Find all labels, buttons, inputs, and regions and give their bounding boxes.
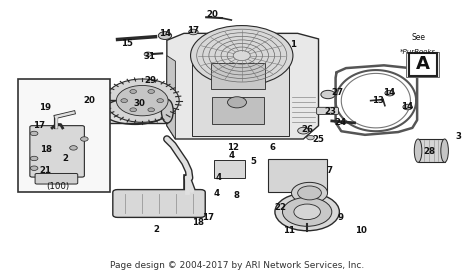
Circle shape bbox=[298, 127, 309, 134]
Text: 13: 13 bbox=[372, 96, 384, 105]
FancyBboxPatch shape bbox=[113, 190, 205, 217]
Circle shape bbox=[292, 182, 328, 203]
FancyBboxPatch shape bbox=[103, 99, 167, 123]
FancyBboxPatch shape bbox=[192, 50, 289, 136]
Text: See: See bbox=[411, 33, 425, 42]
FancyBboxPatch shape bbox=[268, 159, 327, 192]
Text: 26: 26 bbox=[301, 125, 313, 134]
Circle shape bbox=[191, 26, 293, 86]
Circle shape bbox=[294, 204, 320, 220]
Text: 24: 24 bbox=[334, 118, 346, 127]
Text: 31: 31 bbox=[143, 52, 155, 61]
Circle shape bbox=[130, 108, 137, 112]
Text: 21: 21 bbox=[39, 166, 51, 175]
Text: 14: 14 bbox=[383, 88, 395, 97]
Circle shape bbox=[298, 186, 321, 200]
FancyBboxPatch shape bbox=[30, 126, 84, 177]
Ellipse shape bbox=[441, 139, 448, 162]
Text: 11: 11 bbox=[283, 226, 295, 235]
Polygon shape bbox=[167, 56, 175, 139]
Text: 6: 6 bbox=[270, 143, 275, 152]
Circle shape bbox=[30, 166, 38, 170]
Text: Page design © 2004-2017 by ARI Network Services, Inc.: Page design © 2004-2017 by ARI Network S… bbox=[110, 261, 364, 270]
Text: 14: 14 bbox=[159, 29, 171, 38]
Circle shape bbox=[148, 108, 155, 112]
Circle shape bbox=[321, 90, 335, 99]
FancyBboxPatch shape bbox=[406, 52, 439, 77]
Text: 14: 14 bbox=[401, 102, 413, 111]
Circle shape bbox=[30, 131, 38, 136]
Text: 19: 19 bbox=[39, 103, 51, 112]
Text: 27: 27 bbox=[331, 88, 344, 97]
Circle shape bbox=[130, 90, 137, 93]
Text: 15: 15 bbox=[121, 39, 133, 48]
Text: 12: 12 bbox=[227, 143, 239, 152]
Circle shape bbox=[307, 135, 314, 140]
FancyBboxPatch shape bbox=[18, 79, 110, 192]
Text: 22: 22 bbox=[274, 203, 287, 212]
Text: 8: 8 bbox=[234, 191, 240, 200]
Circle shape bbox=[275, 193, 339, 231]
Circle shape bbox=[283, 197, 332, 226]
Text: 25: 25 bbox=[312, 135, 325, 144]
Text: 1: 1 bbox=[290, 40, 296, 49]
Text: 2: 2 bbox=[154, 225, 159, 234]
Text: 18: 18 bbox=[40, 145, 53, 154]
Text: 3: 3 bbox=[456, 132, 462, 141]
Text: 4: 4 bbox=[214, 189, 220, 198]
Circle shape bbox=[105, 79, 179, 122]
Text: 5: 5 bbox=[251, 157, 256, 166]
Text: 29: 29 bbox=[145, 76, 157, 85]
Text: 4: 4 bbox=[216, 173, 222, 182]
Text: 17: 17 bbox=[187, 26, 200, 34]
Circle shape bbox=[403, 104, 412, 110]
Text: 18: 18 bbox=[192, 219, 204, 227]
Circle shape bbox=[121, 99, 128, 103]
Circle shape bbox=[70, 146, 77, 150]
FancyBboxPatch shape bbox=[409, 53, 437, 76]
Circle shape bbox=[158, 32, 172, 39]
Text: 20: 20 bbox=[83, 96, 95, 105]
FancyBboxPatch shape bbox=[317, 107, 338, 115]
Circle shape bbox=[189, 29, 198, 35]
Polygon shape bbox=[167, 33, 319, 139]
FancyBboxPatch shape bbox=[212, 97, 264, 124]
Circle shape bbox=[157, 99, 164, 103]
Circle shape bbox=[81, 137, 88, 141]
Circle shape bbox=[30, 156, 38, 161]
Ellipse shape bbox=[98, 100, 109, 123]
Circle shape bbox=[116, 85, 168, 116]
Text: 30: 30 bbox=[134, 99, 146, 108]
Text: 9: 9 bbox=[337, 213, 343, 222]
Text: 2: 2 bbox=[63, 154, 68, 163]
Text: *PurBooks: *PurBooks bbox=[400, 49, 436, 55]
FancyBboxPatch shape bbox=[211, 63, 265, 89]
Text: A: A bbox=[416, 56, 430, 73]
Text: 20: 20 bbox=[206, 10, 219, 19]
Text: 23: 23 bbox=[325, 107, 337, 116]
Text: 17: 17 bbox=[33, 121, 45, 130]
Text: 17: 17 bbox=[201, 213, 214, 222]
FancyBboxPatch shape bbox=[418, 139, 445, 162]
FancyBboxPatch shape bbox=[35, 173, 78, 184]
Circle shape bbox=[148, 90, 155, 93]
FancyBboxPatch shape bbox=[214, 160, 245, 178]
Circle shape bbox=[228, 97, 246, 108]
Ellipse shape bbox=[414, 139, 422, 162]
Text: (100): (100) bbox=[46, 182, 69, 191]
Text: 4: 4 bbox=[228, 151, 234, 160]
Text: 28: 28 bbox=[423, 147, 435, 156]
Ellipse shape bbox=[161, 100, 173, 123]
Text: 10: 10 bbox=[355, 226, 367, 235]
Circle shape bbox=[144, 52, 152, 56]
Circle shape bbox=[385, 90, 394, 96]
Text: 7: 7 bbox=[327, 166, 332, 175]
